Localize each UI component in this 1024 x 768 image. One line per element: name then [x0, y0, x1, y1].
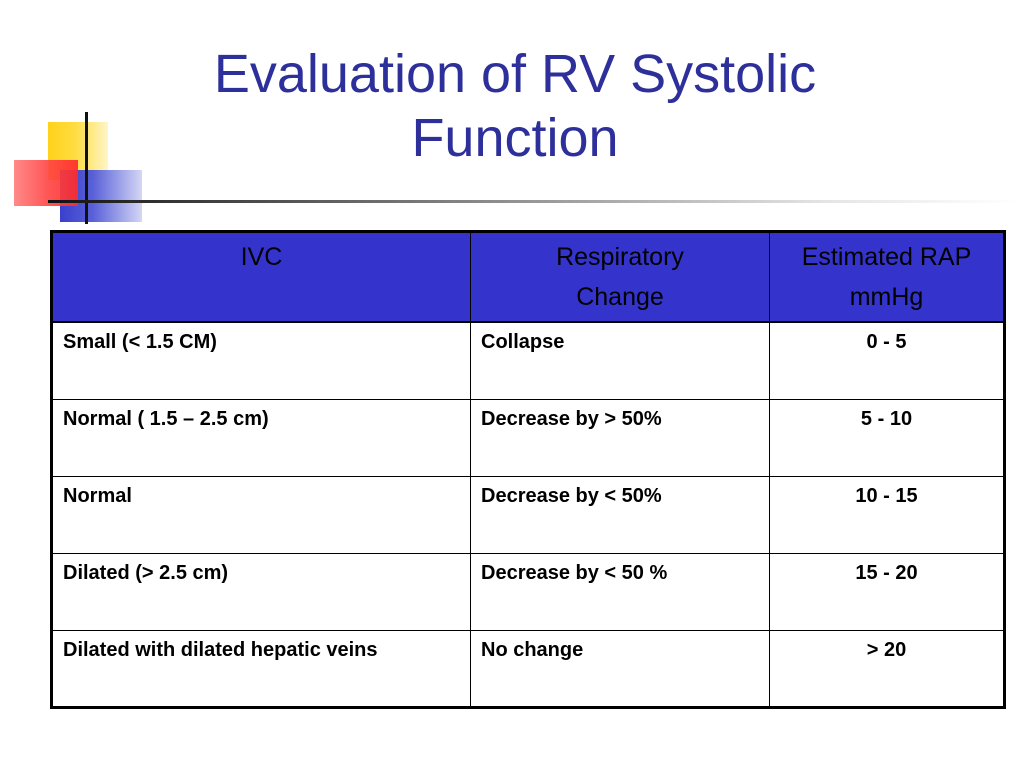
cell-respiratory-change: Decrease by < 50 %	[470, 552, 770, 631]
slide-title: Evaluation of RV Systolic Function	[200, 42, 830, 170]
cell-ivc: Normal	[51, 475, 471, 554]
header-respiratory-change: Respiratory Change	[470, 231, 770, 323]
table-row: Dilated (> 2.5 cm) Decrease by < 50 % 15…	[51, 552, 1005, 631]
cell-ivc: Dilated with dilated hepatic veins	[51, 629, 471, 708]
table-header-row: IVC Respiratory Change Estimated RAP mmH…	[51, 231, 1005, 323]
cell-respiratory-change: Decrease by < 50%	[470, 475, 770, 554]
slide-title-line-1: Evaluation of RV Systolic	[213, 44, 817, 104]
header-ivc: IVC	[51, 231, 471, 323]
table-row: Normal ( 1.5 – 2.5 cm) Decrease by > 50%…	[51, 398, 1005, 477]
slide-title-line-2: Function	[411, 108, 619, 168]
table-row: Small (< 1.5 CM) Collapse 0 - 5	[51, 321, 1005, 400]
table-row: Dilated with dilated hepatic veins No ch…	[51, 629, 1005, 708]
cell-ivc: Small (< 1.5 CM)	[51, 321, 471, 400]
decorative-vertical-line	[85, 112, 88, 224]
header-ivc-label: IVC	[240, 243, 283, 271]
decorative-red-square	[14, 160, 78, 206]
cell-respiratory-change: Collapse	[470, 321, 770, 400]
cell-estimated-rap: 10 - 15	[769, 475, 1005, 554]
title-underline-rule	[48, 200, 1018, 203]
cell-estimated-rap: > 20	[769, 629, 1005, 708]
cell-estimated-rap: 0 - 5	[769, 321, 1005, 400]
cell-respiratory-change: No change	[470, 629, 770, 708]
cell-respiratory-change: Decrease by > 50%	[470, 398, 770, 477]
ivc-rap-table: IVC Respiratory Change Estimated RAP mmH…	[50, 230, 1006, 709]
header-estimated-rap-line-2: mmHg	[849, 283, 924, 311]
header-estimated-rap: Estimated RAP mmHg	[769, 231, 1005, 323]
cell-estimated-rap: 15 - 20	[769, 552, 1005, 631]
table-row: Normal Decrease by < 50% 10 - 15	[51, 475, 1005, 554]
cell-ivc: Dilated (> 2.5 cm)	[51, 552, 471, 631]
cell-ivc: Normal ( 1.5 – 2.5 cm)	[51, 398, 471, 477]
cell-estimated-rap: 5 - 10	[769, 398, 1005, 477]
header-respiratory-change-line-1: Respiratory	[556, 243, 684, 271]
header-respiratory-change-line-2: Change	[576, 283, 664, 311]
header-estimated-rap-line-1: Estimated RAP	[801, 243, 972, 271]
